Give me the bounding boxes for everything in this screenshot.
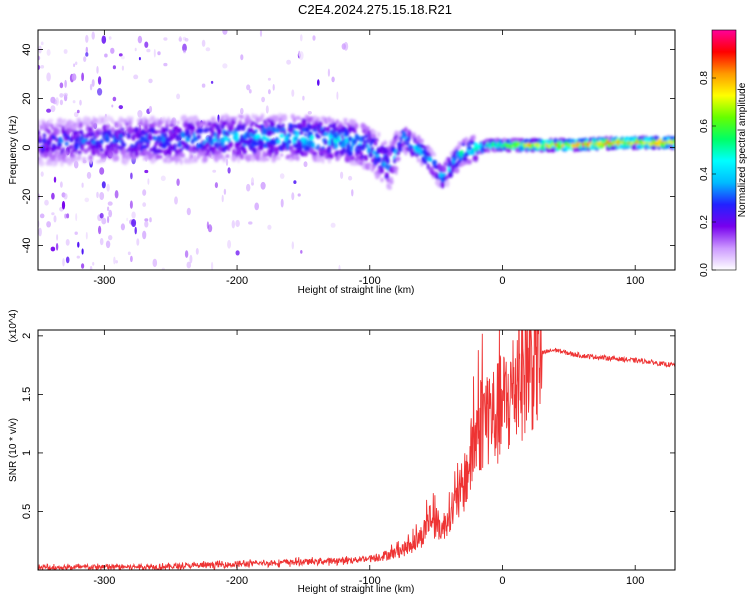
spectrogram-frame (37, 29, 676, 271)
spectrogram-heatmap (38, 30, 675, 270)
spectrogram-y-tick-label: -40 (21, 238, 33, 254)
spectrogram-y-label: Frequency (Hz) (8, 116, 19, 185)
snr-panel: -300 -200 -100 0 100 0.5 1 1.5 2 (x10^4) Height… (8, 309, 676, 595)
snr-multiplier: (x10^4) (8, 309, 19, 342)
snr-y-label: SNR (10 * v/v) (8, 418, 19, 482)
spectrogram-x-label: Height of straight line (km) (298, 285, 415, 296)
spectrogram-y-tick-label: 0 (21, 144, 33, 150)
snr-y-tick-label: 2 (21, 333, 33, 339)
spectrogram-y-ticks: -40 -20 0 20 40 (21, 43, 675, 253)
snr-x-tick-label: 100 (626, 575, 644, 587)
spectrogram-x-tick-label: -200 (226, 275, 248, 287)
colorbar-tick-label: 0.8 (699, 71, 710, 85)
colorbar: 0.0 0.2 0.4 0.6 0.8 Normalized spectral ampl… (699, 29, 748, 277)
colorbar-frame (711, 29, 737, 271)
snr-y-ticks: 0.5 1 1.5 2 (21, 333, 675, 519)
snr-x-label: Height of straight line (km) (298, 584, 415, 595)
spectrogram-x-tick-label: 100 (626, 275, 644, 287)
spectrogram-x-tick-label: -300 (93, 275, 115, 287)
colorbar-label: Normalized spectral amplitude (737, 82, 748, 217)
spectrogram-x-tick-label: -100 (359, 275, 381, 287)
snr-x-tick-label: -100 (359, 575, 381, 587)
snr-y-tick-label: 0.5 (21, 504, 33, 519)
snr-series-line (38, 330, 675, 570)
snr-x-tick-label: 0 (499, 575, 505, 587)
snr-y-tick-label: 1.5 (21, 387, 33, 402)
snr-y-tick-label: 1 (21, 450, 33, 456)
spectrogram-x-tick-label: 0 (499, 275, 505, 287)
snr-frame (37, 329, 676, 571)
snr-x-tick-label: -200 (226, 575, 248, 587)
snr-x-ticks: -300 -200 -100 0 100 (93, 330, 644, 587)
colorbar-gradient (712, 30, 736, 270)
colorbar-tick-label: 0.0 (699, 263, 710, 277)
spectrogram-y-tick-label: 40 (21, 43, 33, 55)
colorbar-tick-label: 0.2 (699, 215, 710, 229)
spectrogram-x-ticks: -300 -200 -100 0 100 (93, 30, 644, 287)
colorbar-tick-label: 0.4 (699, 167, 710, 181)
colorbar-ticks: 0.0 0.2 0.4 0.6 0.8 (699, 71, 716, 277)
spectrogram-y-tick-label: -20 (21, 189, 33, 205)
colorbar-tick-label: 0.6 (699, 119, 710, 133)
spectrogram-ridge (38, 112, 675, 190)
snr-x-tick-label: -300 (93, 575, 115, 587)
figure-title: C2E4.2024.275.15.18.R21 (298, 2, 452, 17)
spectrogram-y-tick-label: 20 (21, 92, 33, 104)
